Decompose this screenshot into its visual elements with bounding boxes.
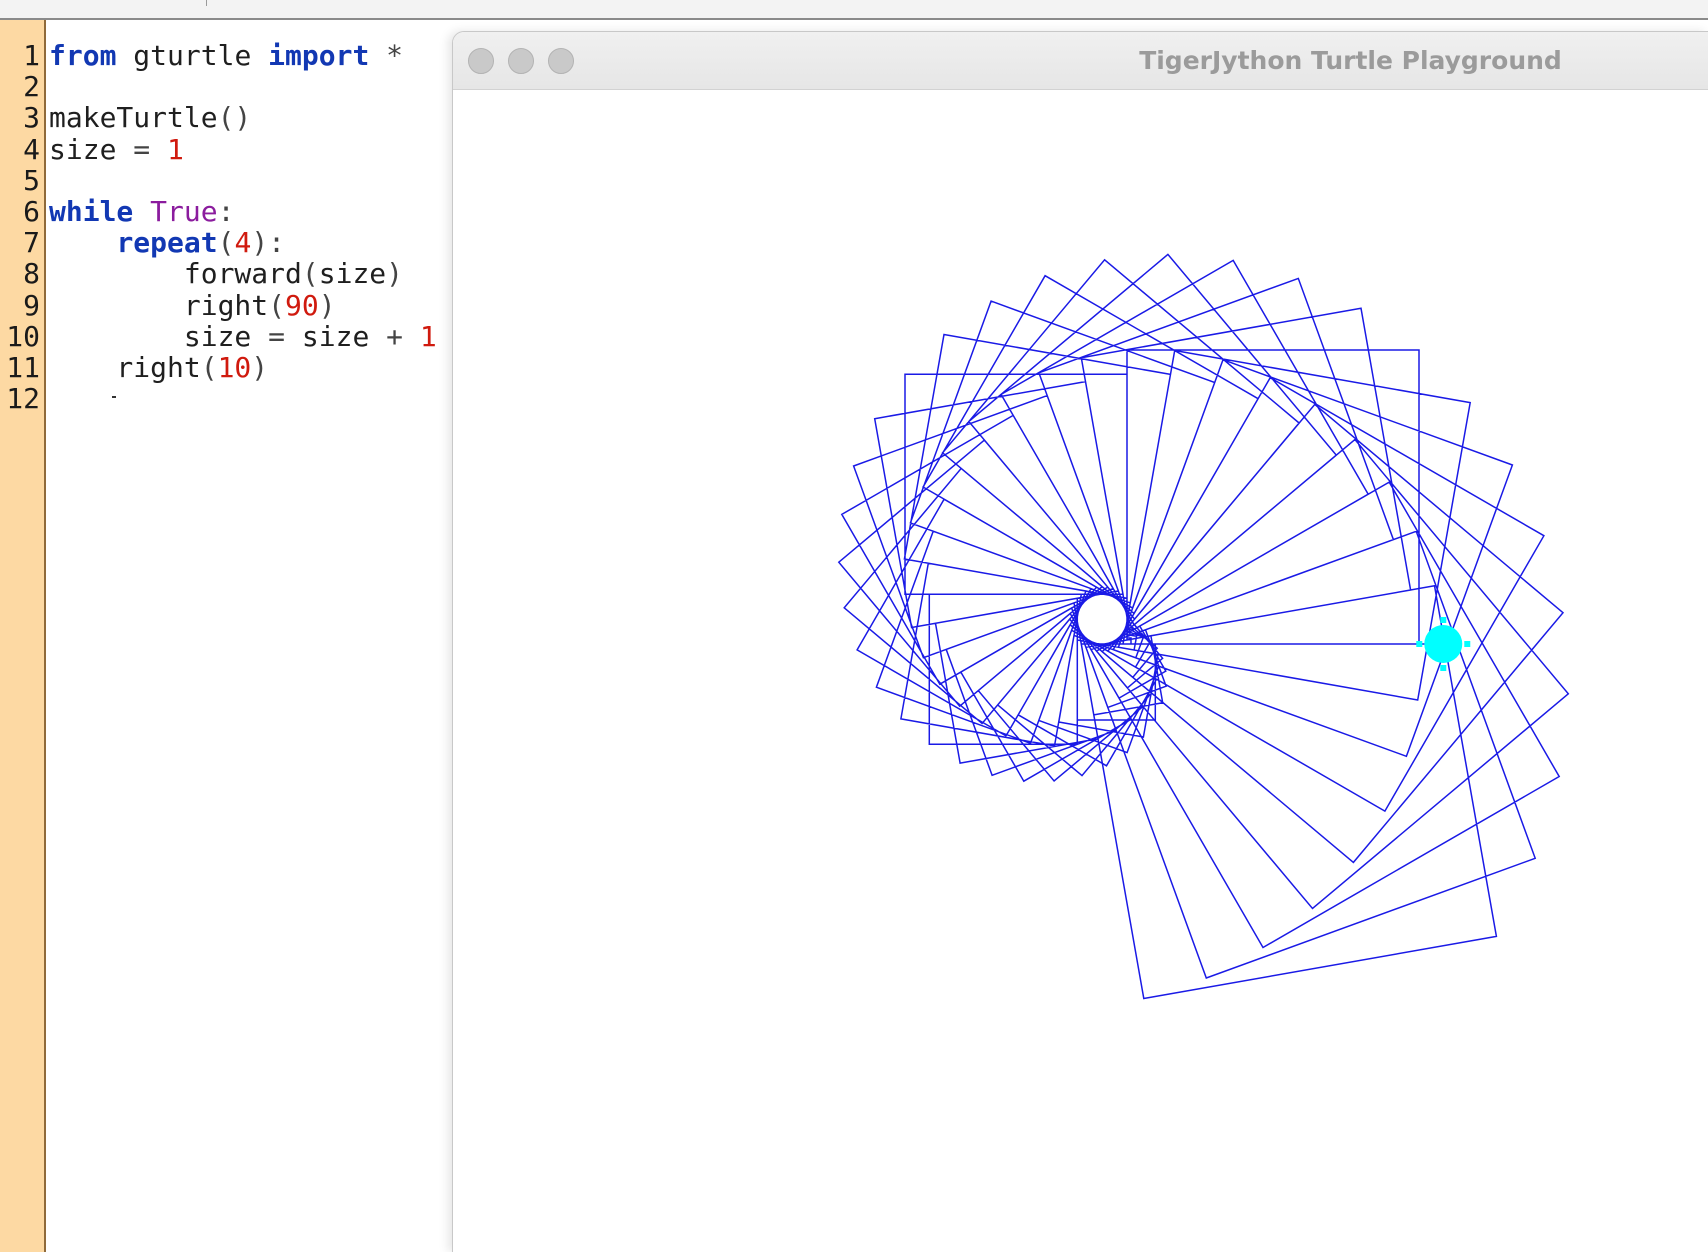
code-token: 10: [217, 351, 252, 384]
code-token: :: [217, 195, 235, 228]
code-token: size: [49, 132, 134, 166]
line-number: 7: [23, 226, 40, 260]
line-number: 12: [6, 382, 40, 416]
code-token: 90: [285, 288, 319, 322]
top-toolbar: [0, 0, 1708, 20]
code-line[interactable]: from gturtle import *: [49, 39, 403, 73]
code-token: ): [251, 351, 269, 384]
line-number: 4: [23, 132, 40, 166]
window-titlebar[interactable]: TigerJython Turtle Playground: [453, 32, 1708, 90]
code-token: (): [217, 101, 252, 135]
code-token: [150, 133, 167, 166]
line-number: 1: [23, 39, 40, 72]
code-token: ): [318, 288, 336, 322]
turtle-path: [837, 253, 1570, 1000]
code-line[interactable]: right(90): [49, 289, 336, 323]
code-line[interactable]: size = 1: [49, 133, 184, 167]
toolbar-divider: [206, 0, 207, 6]
line-number: 8: [23, 257, 40, 291]
code-token: right: [49, 351, 201, 384]
code-token: from: [49, 39, 117, 72]
code-line[interactable]: right(10): [49, 351, 268, 385]
code-line[interactable]: forward(size): [49, 257, 403, 291]
turtle-canvas-area: [453, 90, 1708, 1252]
code-token: =: [133, 132, 151, 166]
code-token: (: [200, 351, 218, 384]
code-token: ):: [251, 226, 286, 260]
code-token: (: [217, 226, 235, 260]
turtle-drawing: [837, 253, 1570, 1000]
turtle-icon: [1416, 617, 1471, 671]
code-token: ): [386, 257, 404, 291]
code-token: gturtle: [116, 39, 269, 72]
code-token: +: [386, 319, 404, 353]
line-number: 10: [6, 319, 40, 353]
code-token: [403, 320, 420, 353]
code-token: [133, 195, 150, 228]
close-button[interactable]: [468, 48, 494, 74]
code-line[interactable]: repeat(4):: [49, 226, 285, 260]
code-token: right: [49, 288, 269, 322]
line-number: 9: [23, 288, 40, 322]
code-token: size: [285, 319, 387, 353]
code-token: size: [318, 257, 387, 291]
line-number: 3: [23, 101, 40, 135]
text-cursor: [112, 396, 116, 398]
code-token: import: [268, 39, 370, 72]
code-editor[interactable]: 1 2 3 4 5 6 7 8 9 10 11 12 from gturtle import * mak…: [0, 20, 460, 1252]
code-token: 4: [234, 226, 252, 260]
line-number: 2: [23, 70, 40, 104]
zoom-button[interactable]: [548, 48, 574, 74]
code-token: True: [150, 195, 218, 228]
code-token: repeat: [116, 226, 218, 260]
code-token: 1: [419, 319, 437, 353]
code-token: size: [49, 319, 269, 353]
code-token: =: [268, 319, 286, 353]
code-token: *: [369, 39, 404, 72]
line-number: 6: [23, 195, 40, 228]
code-token: (: [301, 257, 319, 291]
code-token: forward: [49, 257, 302, 291]
code-token: (: [268, 288, 286, 322]
code-token: [49, 226, 116, 259]
turtle-window[interactable]: TigerJython Turtle Playground: [452, 31, 1708, 1252]
minimize-button[interactable]: [508, 48, 534, 74]
window-title: TigerJython Turtle Playground: [1139, 46, 1562, 75]
code-line[interactable]: makeTurtle(): [49, 101, 251, 135]
code-line[interactable]: size = size + 1: [49, 320, 437, 354]
line-number: 11: [6, 351, 40, 384]
code-token: makeTurtle: [49, 101, 218, 135]
code-token: while: [49, 195, 134, 228]
code-line[interactable]: while True:: [49, 195, 234, 229]
code-token: 1: [167, 132, 184, 166]
line-number: 5: [23, 163, 40, 197]
line-number-gutter: 1 2 3 4 5 6 7 8 9 10 11 12: [0, 20, 46, 1252]
